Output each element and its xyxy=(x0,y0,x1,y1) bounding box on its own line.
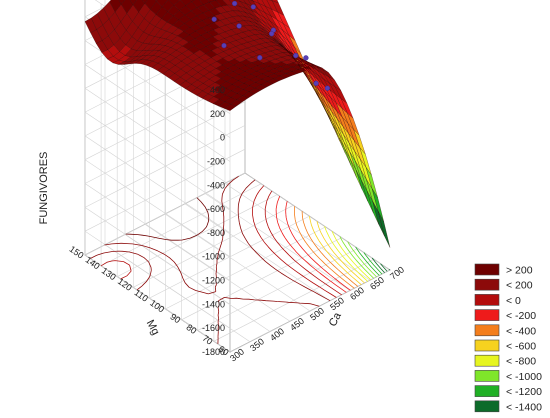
z-tick-label: -1200 xyxy=(202,276,225,286)
legend-label: < -200 xyxy=(506,310,536,322)
legend-swatch xyxy=(474,339,500,352)
data-point xyxy=(313,80,319,86)
contour-line xyxy=(285,201,351,291)
floor-contours xyxy=(90,175,391,344)
gridline-y xyxy=(133,25,294,288)
legend-label: < -1200 xyxy=(506,386,542,398)
contour-line xyxy=(100,185,337,298)
contour-line xyxy=(264,190,342,296)
legend-label: < -600 xyxy=(506,341,536,353)
contour-line xyxy=(355,246,380,276)
contour-line xyxy=(347,241,377,278)
contour-line xyxy=(125,197,210,241)
z-tick-label: -1400 xyxy=(202,299,225,309)
y-tick-label: 90 xyxy=(168,311,182,325)
surface-facet xyxy=(141,0,148,4)
z-tick-label: -1000 xyxy=(202,252,225,262)
data-point xyxy=(211,16,217,22)
legend: > 200 < 200 < 0 < -200 < -400 < -600 < -800 < -… xyxy=(474,263,542,413)
legend-label: < 200 xyxy=(506,280,533,292)
surface-facet xyxy=(118,0,125,5)
legend-swatch xyxy=(474,370,500,382)
gridline-y xyxy=(229,90,391,353)
contour-line xyxy=(301,211,359,287)
data-point xyxy=(324,85,331,91)
z-tick-label: 0 xyxy=(220,133,225,143)
contour-line xyxy=(90,179,331,302)
x-tick-label: 700 xyxy=(388,264,406,281)
y-tick-label: 70 xyxy=(201,333,215,347)
gridline-y xyxy=(149,36,310,299)
legend-swatch xyxy=(474,278,500,291)
legend-swatch xyxy=(474,324,500,337)
y-axis-title: Mg xyxy=(144,318,162,337)
gridline-y xyxy=(181,57,342,321)
legend-swatch xyxy=(474,400,500,413)
z-tick-label: -200 xyxy=(207,157,225,167)
legend-swatch xyxy=(474,354,500,367)
z-tick-label: 200 xyxy=(210,109,225,119)
contour-line xyxy=(380,263,388,272)
y-tick-label: 60 xyxy=(217,344,231,358)
contour-line xyxy=(371,257,385,273)
data-point xyxy=(268,31,275,37)
z-tick-label: -1800 xyxy=(202,347,225,357)
data-point xyxy=(231,0,238,7)
observed-points xyxy=(211,0,331,91)
contour-line xyxy=(309,216,362,286)
z-axis: 400 200 0 -200 -400 -600 -800 -1000 -1200 -1400 -1… xyxy=(202,85,225,357)
gridline-y xyxy=(84,0,246,256)
legend-label: < 0 xyxy=(506,295,521,307)
contour-line xyxy=(388,269,391,271)
data-point xyxy=(221,42,227,49)
z-tick-label: -1600 xyxy=(202,323,225,333)
gridline-y xyxy=(165,46,326,310)
legend-label: < -1400 xyxy=(506,401,542,413)
gridline-y xyxy=(197,68,358,331)
y-tick-label: 80 xyxy=(184,322,198,336)
contour-line xyxy=(275,196,347,293)
legend-swatch xyxy=(474,385,500,397)
z-tick-label: -800 xyxy=(207,228,225,238)
legend-label: < -800 xyxy=(506,356,536,368)
y-tick-label: 150 xyxy=(68,244,86,261)
legend-label: > 200 xyxy=(506,265,533,277)
legend-label: < -1000 xyxy=(506,371,542,383)
z-tick-label: -600 xyxy=(207,204,225,214)
surface-facet xyxy=(378,211,391,248)
legend-label: < -400 xyxy=(506,325,536,337)
response-surface xyxy=(84,0,391,248)
z-axis-title: FUNGIVORES xyxy=(38,152,50,225)
data-point xyxy=(236,23,242,29)
contour-line xyxy=(331,231,372,281)
data-point xyxy=(250,4,256,10)
z-tick-label: -400 xyxy=(207,180,225,190)
data-point xyxy=(303,55,309,61)
surface-facet xyxy=(129,0,137,6)
surface-facet xyxy=(155,0,158,2)
gridline-y xyxy=(213,79,375,342)
data-point xyxy=(257,55,263,61)
contour-line xyxy=(324,226,369,282)
legend-swatch xyxy=(474,294,500,306)
contour-line xyxy=(339,236,374,279)
data-point xyxy=(293,52,299,59)
legend-swatch xyxy=(474,263,500,276)
contour-line xyxy=(104,175,320,344)
contour-line xyxy=(363,252,383,275)
contour-line xyxy=(294,206,355,289)
z-tick-label: 400 xyxy=(210,85,225,95)
legend-swatch xyxy=(474,309,500,321)
x-axis-title: Ca xyxy=(327,310,345,329)
contour-line xyxy=(316,221,365,284)
